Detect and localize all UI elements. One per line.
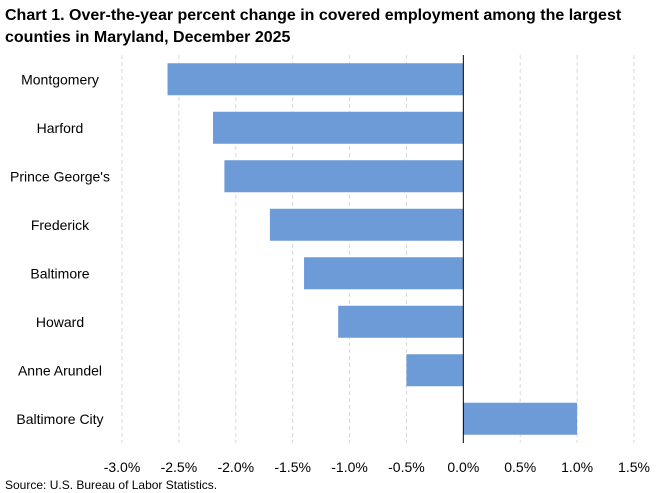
bars <box>167 63 578 435</box>
x-tick-label: 0.5% <box>504 459 536 475</box>
category-label: Baltimore City <box>16 411 103 427</box>
category-label: Montgomery <box>21 71 99 87</box>
category-labels: Montgomery Harford Prince George's Frederic… <box>10 71 110 427</box>
bar <box>406 354 464 387</box>
x-tick-label: 1.0% <box>561 459 593 475</box>
x-tick-label: -0.5% <box>388 459 425 475</box>
x-tick-label: 1.5% <box>618 459 650 475</box>
category-label: Howard <box>36 314 84 330</box>
x-tick-label: -1.0% <box>331 459 368 475</box>
x-tick-label: 0.0% <box>447 459 479 475</box>
bar <box>224 160 464 193</box>
bar <box>167 63 464 96</box>
bar <box>213 111 464 144</box>
category-label: Anne Arundel <box>18 362 102 378</box>
source-note: Source: U.S. Bureau of Labor Statistics. <box>5 478 218 492</box>
bar <box>304 257 464 290</box>
bar <box>269 208 464 241</box>
x-tick-labels: -3.0% -2.5% -2.0% -1.5% -1.0% -0.5% 0.0% 0.5% 1.… <box>104 459 650 475</box>
x-tick-label: -2.0% <box>217 459 254 475</box>
category-label: Prince George's <box>10 168 110 184</box>
chart-title: Chart 1. Over-the-year percent change in… <box>5 7 622 46</box>
category-label: Harford <box>37 120 84 136</box>
category-label: Frederick <box>31 217 90 233</box>
x-tick-label: -3.0% <box>104 459 141 475</box>
x-tick-label: -1.5% <box>274 459 311 475</box>
bar <box>338 305 464 338</box>
category-label: Baltimore <box>30 265 89 281</box>
x-tick-label: -2.5% <box>161 459 198 475</box>
bar <box>463 402 578 435</box>
